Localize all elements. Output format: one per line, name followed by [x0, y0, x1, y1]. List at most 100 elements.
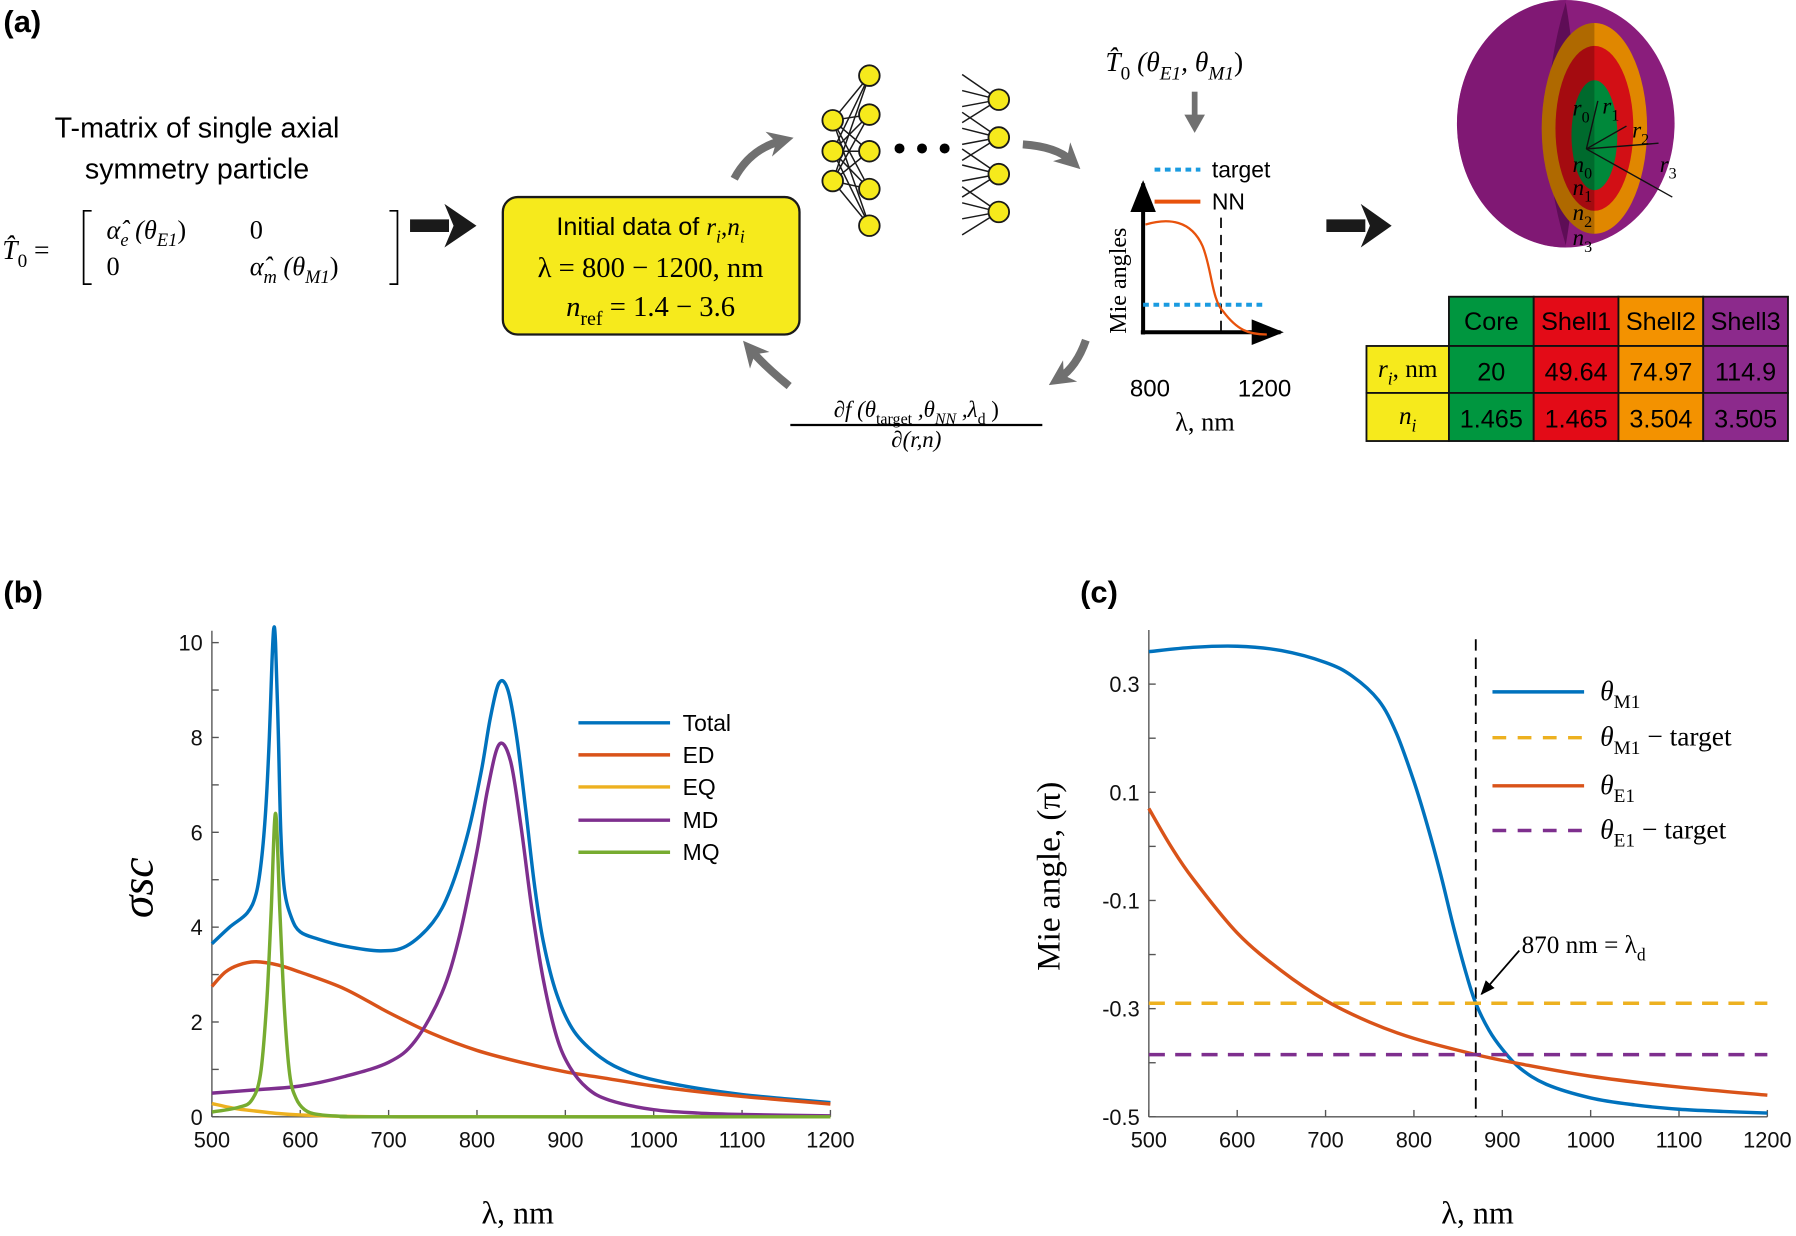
math-segment: 0 [18, 251, 28, 272]
math-segment: n [727, 214, 740, 241]
chart-b-ylabel: σsc [111, 857, 162, 918]
math-segment: = 1.4 − 3.6 [603, 291, 735, 323]
y-tick-label: 2 [191, 1010, 203, 1035]
table-value: 1.465 [1545, 405, 1608, 433]
initial-data-line1: Initial data of ri,ni [556, 213, 744, 247]
math-segment: ∂f (θ [834, 397, 876, 422]
y-tick-label: -0.5 [1102, 1105, 1139, 1130]
sphere-core [1571, 80, 1618, 191]
math-segment: i [1412, 415, 1417, 435]
math-segment: T̂ [2, 235, 19, 265]
math-segment: 2 [1584, 214, 1592, 231]
x-tick-label: 500 [1131, 1128, 1167, 1153]
x-tick-label: 600 [1219, 1128, 1255, 1153]
table-value: 20 [1477, 358, 1505, 386]
math-segment: , nm [1393, 356, 1438, 383]
radius-lines [1585, 100, 1673, 198]
sphere-shade [1456, 0, 1566, 248]
math-segment: 0 [1121, 63, 1131, 84]
x-tick-label: 800 [1396, 1128, 1432, 1153]
x-tick-label: 600 [282, 1128, 318, 1153]
math-segment: i [1388, 368, 1393, 388]
math-segment: ) [177, 215, 186, 244]
chart-c-ylabel: Mie angle, (π) [1031, 782, 1068, 971]
math-segment: Initial data of [556, 213, 706, 241]
nn-connection [832, 114, 871, 182]
math-segment: 3 [1669, 166, 1677, 183]
math-segment: 0 [1584, 166, 1592, 183]
math-segment: E1 [156, 230, 177, 250]
table-cell [1532, 345, 1620, 394]
table-value: 49.64 [1545, 358, 1608, 386]
curved-arrow-to-gradient-icon [1048, 338, 1090, 386]
table-value: 114.9 [1715, 358, 1776, 386]
legend-label: θE1 [1600, 770, 1635, 807]
panel-label-b: (b) [3, 575, 42, 610]
legend-label: EQ [683, 774, 716, 800]
y-tick-label: 10 [179, 631, 203, 656]
curved-arrow-from-nn-icon [1022, 140, 1081, 170]
math-segment: r [1632, 118, 1641, 143]
table-cell [1702, 392, 1789, 442]
legend-label: ED [683, 742, 715, 768]
x-tick-label: 1000 [1566, 1128, 1614, 1153]
math-segment: 0 [1582, 110, 1590, 127]
math-segment: i [716, 226, 721, 246]
series-line-md [211, 741, 831, 1118]
gradient-denominator: ∂(r,n) [891, 427, 941, 452]
x-tick-label: 1000 [630, 1128, 678, 1153]
annotation-label: 870 nm = λd [1522, 932, 1646, 965]
label-n0: n0 [1573, 152, 1592, 183]
math-segment: n [1573, 225, 1584, 250]
panel-a: T-matrix of single axial symmetry partic… [2, 0, 1789, 452]
neural-network-diagram [821, 64, 1011, 237]
output-tmatrix-formula: T̂0 (θE1, θM1) [1105, 47, 1243, 84]
math-segment: d [978, 411, 986, 428]
mini-xtick-1200: 1200 [1238, 375, 1292, 402]
math-segment: r [1573, 96, 1582, 121]
math-segment: ) [986, 397, 999, 422]
label-n1: n1 [1573, 175, 1592, 206]
series-line-ed [210, 960, 831, 1106]
table-header-shell2: Shell2 [1626, 308, 1696, 336]
y-tick-label: 0.3 [1109, 672, 1139, 697]
x-tick-label: 500 [194, 1128, 230, 1153]
matrix-a12: 0 [250, 215, 263, 244]
math-segment: 3 [1584, 239, 1592, 256]
table-header-cell [1702, 295, 1789, 347]
nn-node [987, 162, 1011, 186]
table-cell [1532, 392, 1620, 442]
math-segment: (θ [277, 252, 305, 281]
nn-connection [832, 119, 871, 190]
x-tick-label: 1200 [806, 1128, 854, 1153]
math-segment: i [740, 226, 745, 246]
panel-label-c: (c) [1080, 575, 1118, 610]
x-tick-label: 700 [1307, 1128, 1343, 1153]
table-header-shell1: Shell1 [1541, 308, 1611, 336]
math-segment: , θ [1181, 47, 1208, 77]
series-line-total [210, 625, 831, 1105]
x-tick-label: 900 [1484, 1128, 1520, 1153]
legend-label: MD [683, 807, 719, 833]
math-segment: (θ [1130, 47, 1160, 77]
nn-node [858, 140, 881, 163]
math-segment: 1 [1584, 189, 1592, 206]
mini-ylabel: Mie angles [1106, 228, 1132, 334]
math-segment: ) [1234, 47, 1243, 77]
table-value: 3.504 [1629, 405, 1692, 433]
table-cell [1617, 345, 1705, 394]
legend-label: Total [683, 710, 731, 736]
x-tick-label: 1100 [1656, 1128, 1703, 1153]
nn-connection [832, 75, 871, 152]
mini-legend-target: target [1212, 157, 1271, 183]
nn-node [858, 177, 881, 201]
math-segment: ∂(r,n) [891, 427, 941, 452]
y-tick-label: -0.3 [1102, 997, 1139, 1022]
math-segment: n [1399, 403, 1412, 430]
math-segment: = [27, 235, 49, 265]
series-line--m1 [1148, 644, 1768, 1115]
y-tick-label: -0.1 [1102, 888, 1139, 913]
math-segment: − target [1635, 814, 1727, 844]
label-r0: r0 [1573, 96, 1590, 127]
table-header-cell [1448, 295, 1535, 347]
